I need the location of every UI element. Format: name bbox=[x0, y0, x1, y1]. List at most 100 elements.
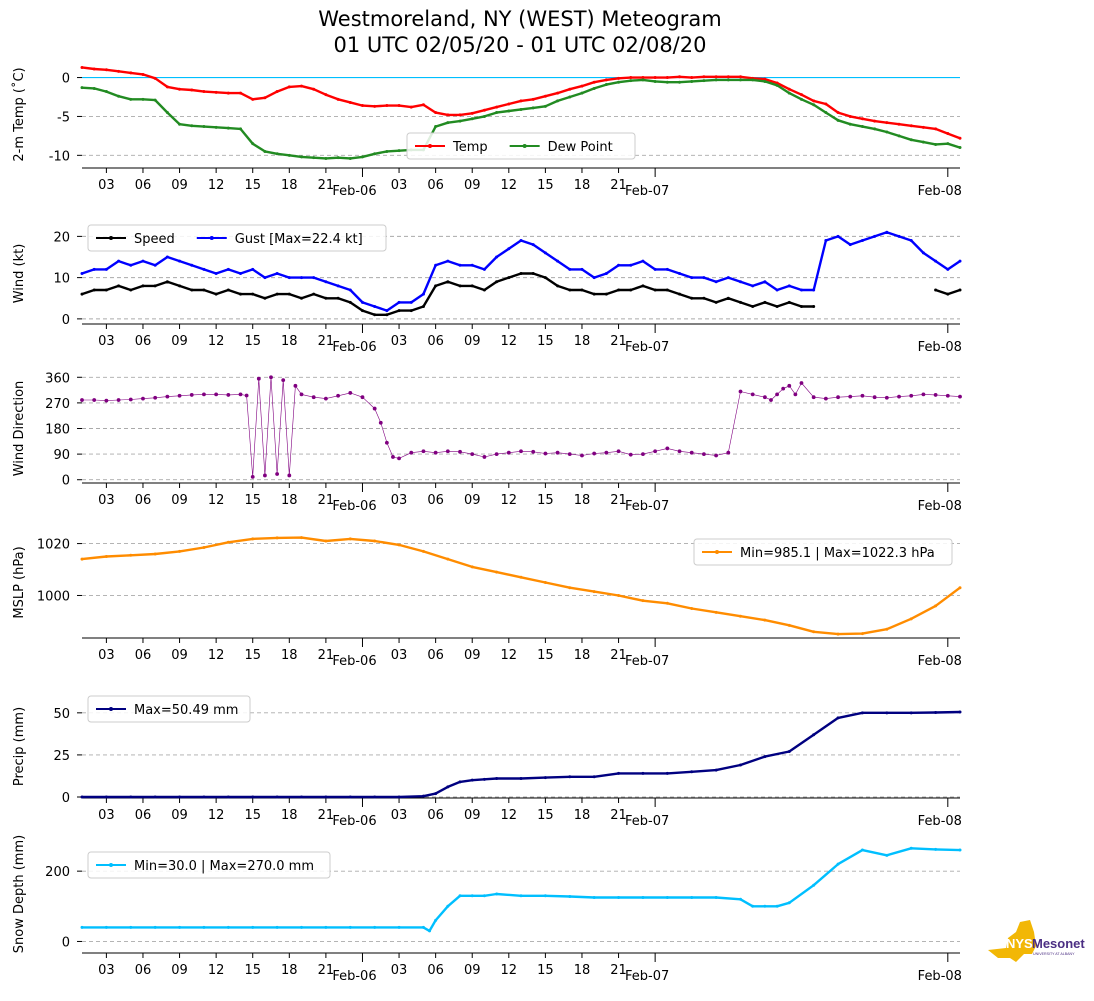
data-point-dir bbox=[281, 378, 286, 383]
data-point-gust bbox=[80, 272, 84, 275]
data-point-temp bbox=[360, 104, 364, 108]
data-point-dir bbox=[506, 450, 511, 455]
x-tick-label: 06 bbox=[427, 334, 444, 349]
data-point-dew bbox=[946, 142, 950, 146]
x-date-label: Feb-06 bbox=[332, 969, 376, 984]
x-date-label: Feb-07 bbox=[625, 184, 669, 199]
data-point-precip bbox=[543, 776, 547, 780]
data-point-dir bbox=[860, 393, 865, 398]
data-point-temp bbox=[458, 113, 462, 117]
y-tick-label: 20 bbox=[53, 230, 70, 245]
legend-box bbox=[87, 851, 331, 879]
series-line-precip bbox=[82, 710, 961, 799]
x-tick-label: 12 bbox=[208, 493, 225, 508]
data-point-speed bbox=[312, 292, 316, 296]
data-point-snow bbox=[397, 925, 401, 929]
data-point-temp bbox=[312, 87, 316, 91]
data-point-precip bbox=[129, 795, 133, 799]
data-point-dir bbox=[787, 383, 792, 388]
y-tick-label: 1000 bbox=[37, 589, 70, 604]
data-point-snow bbox=[592, 896, 596, 900]
data-point-dew bbox=[787, 91, 791, 95]
x-tick-label: 03 bbox=[98, 963, 115, 978]
data-point-speed bbox=[799, 305, 803, 308]
data-point-snow bbox=[446, 904, 450, 908]
data-point-temp bbox=[373, 104, 377, 108]
series-line-dir bbox=[82, 377, 961, 478]
x-tick-label: 06 bbox=[135, 493, 152, 508]
data-point-mslp bbox=[885, 627, 889, 631]
data-point-speed bbox=[763, 300, 767, 304]
data-point-snow bbox=[641, 896, 645, 900]
data-point-speed bbox=[470, 284, 474, 288]
data-point-gust bbox=[300, 276, 303, 280]
data-point-precip bbox=[446, 785, 450, 789]
data-point-dir bbox=[543, 451, 548, 456]
data-point-speed bbox=[568, 288, 572, 292]
y-tick-label: 0 bbox=[62, 474, 70, 489]
data-point-gust bbox=[373, 305, 377, 308]
data-point-temp bbox=[726, 75, 730, 79]
x-tick-label: 12 bbox=[501, 963, 518, 978]
data-point-speed bbox=[153, 284, 157, 288]
data-point-speed bbox=[592, 292, 596, 296]
data-point-gust bbox=[763, 280, 767, 284]
data-point-dew bbox=[239, 127, 243, 131]
data-point-speed bbox=[958, 288, 962, 292]
data-point-dir bbox=[592, 451, 597, 456]
x-tick-label: 15 bbox=[244, 808, 261, 823]
data-point-temp bbox=[495, 105, 499, 109]
data-point-gust bbox=[921, 251, 925, 255]
data-point-gust bbox=[860, 239, 864, 242]
data-point-mslp bbox=[300, 536, 303, 540]
y-tick-label: 0 bbox=[62, 935, 70, 950]
data-point-dir bbox=[726, 450, 731, 455]
data-point-mslp bbox=[470, 565, 474, 569]
data-point-dew bbox=[117, 94, 121, 98]
data-point-speed bbox=[751, 305, 755, 308]
data-point-dew bbox=[812, 103, 816, 107]
data-point-dew bbox=[531, 106, 535, 110]
data-point-snow bbox=[812, 883, 816, 887]
x-tick-label: 12 bbox=[208, 963, 225, 978]
data-point-gust bbox=[909, 239, 913, 242]
data-point-gust bbox=[519, 239, 523, 242]
data-point-temp bbox=[239, 91, 243, 95]
data-point-temp bbox=[824, 102, 828, 106]
legend-marker bbox=[109, 863, 113, 867]
x-tick-label: 09 bbox=[464, 178, 481, 193]
x-tick-label: 21 bbox=[610, 178, 627, 193]
data-point-temp bbox=[287, 85, 291, 89]
data-point-gust bbox=[531, 243, 535, 247]
data-point-mslp bbox=[495, 570, 499, 574]
x-tick-label: 21 bbox=[318, 493, 335, 508]
data-point-speed bbox=[507, 276, 511, 280]
x-tick-label: 12 bbox=[501, 808, 518, 823]
data-point-dew bbox=[287, 153, 291, 157]
x-tick-label: 09 bbox=[464, 493, 481, 508]
data-point-precip bbox=[421, 794, 425, 798]
data-point-speed bbox=[117, 284, 121, 288]
data-point-dir bbox=[677, 449, 682, 454]
data-point-dir bbox=[762, 395, 767, 400]
x-tick-label: 06 bbox=[135, 963, 152, 978]
x-tick-label: 21 bbox=[610, 648, 627, 663]
y-tick-label: 50 bbox=[53, 707, 70, 722]
data-point-dir bbox=[769, 398, 773, 402]
data-point-gust bbox=[690, 276, 694, 280]
data-point-dew bbox=[495, 111, 499, 115]
data-point-dir bbox=[909, 393, 914, 398]
data-point-gust bbox=[543, 251, 547, 255]
data-point-temp bbox=[921, 125, 925, 129]
legend-label: Max=50.49 mm bbox=[134, 703, 238, 718]
data-point-dir bbox=[336, 393, 340, 398]
data-point-temp bbox=[629, 76, 633, 80]
data-point-speed bbox=[226, 288, 230, 292]
data-point-speed bbox=[348, 300, 352, 304]
x-tick-label: 09 bbox=[171, 808, 188, 823]
data-point-temp bbox=[263, 96, 267, 100]
data-point-dew bbox=[873, 127, 877, 131]
data-point-gust bbox=[336, 284, 340, 288]
data-point-temp bbox=[812, 99, 816, 103]
data-point-gust bbox=[348, 288, 352, 292]
